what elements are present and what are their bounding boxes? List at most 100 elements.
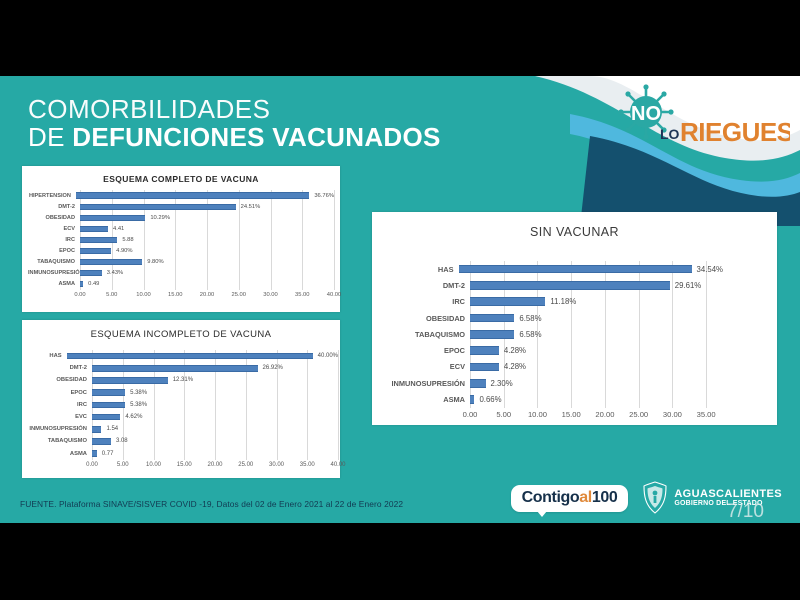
bar[interactable] [92, 413, 121, 421]
title-line-1: COMORBILIDADES [28, 94, 271, 124]
category-label: ASMA [69, 450, 87, 457]
bar-value-label: 36.76% [314, 192, 334, 199]
page-number: 7/10 [727, 501, 764, 522]
axis-tick-label: 40.00 [330, 461, 346, 468]
chart-row: DMT-2 24.51% [28, 201, 340, 212]
bar-value-label: 0.77 [101, 450, 114, 457]
bar[interactable] [80, 203, 236, 210]
bar-value-label: 9.80% [147, 259, 164, 266]
chart-row: DMT-2 29.61% [382, 277, 777, 293]
bar[interactable] [470, 281, 670, 290]
category-label: ECV [449, 362, 465, 372]
bar[interactable] [470, 362, 499, 372]
chart-card-sin-vacunar: SIN VACUNAR HAS 34.54% DMT-2 29.61% IRC 11.18… [372, 212, 777, 425]
chart-row: DMT-2 26.92% [28, 362, 340, 374]
category-label: IRC [77, 401, 87, 408]
logo-word-lo: LO [660, 126, 680, 142]
chart-row: INMUNOSUPRESIÓN 2.30% [382, 375, 777, 391]
bar[interactable] [66, 352, 313, 360]
chart-title: ESQUEMA INCOMPLETO DE VACUNA [90, 329, 272, 340]
category-label: INMUNOSUPRESIÓN [391, 378, 465, 388]
category-label: ASMA [443, 395, 465, 405]
bar-value-label: 0.66% [479, 395, 502, 405]
bar[interactable] [80, 247, 112, 255]
bar-value-label: 11.18% [550, 297, 577, 307]
chart-row: OBESIDAD 12.31% [28, 374, 340, 386]
axis-tick-label: 30.00 [263, 291, 278, 298]
chart-card-esquema-completo: ESQUEMA COMPLETO DE VACUNA HIPERTENSION 3… [22, 166, 341, 312]
chart-row: INMUNOSUPRESIÓN 3.43% [28, 268, 340, 279]
bar[interactable] [92, 389, 126, 396]
bar-value-label: 2.30% [490, 378, 513, 388]
bar[interactable] [80, 225, 108, 232]
axis-tick-label: 10.00 [527, 409, 547, 419]
axis-tick-label: 35.00 [696, 409, 716, 419]
x-axis-ticks: 0.00 5.00 10.00 15.00 20.00 25.00 30.00 35.00 40… [74, 290, 341, 304]
bar-value-label: 5.88 [122, 236, 134, 243]
bar-value-label: 3.08 [115, 438, 128, 445]
bar-value-label: 12.31% [172, 377, 194, 384]
bar-value-label: 10.29% [150, 214, 170, 221]
virus-icon [618, 84, 674, 140]
contigo-word-3: 100 [591, 488, 618, 506]
chart-row: ASMA 0.77 [28, 448, 340, 460]
axis-tick-label: 10.00 [145, 461, 162, 468]
bar[interactable] [470, 313, 515, 323]
axis-tick-label: 25.00 [629, 409, 649, 419]
axis-tick-label: 30.00 [268, 461, 285, 468]
axis-tick-label: 35.00 [299, 461, 315, 468]
bar[interactable] [470, 378, 486, 388]
bar[interactable] [80, 259, 143, 266]
bar[interactable] [458, 264, 692, 274]
category-label: TABAQUISMO [415, 329, 465, 339]
bar[interactable] [80, 236, 118, 244]
category-label: EPOC [59, 248, 75, 255]
bar[interactable] [470, 346, 499, 355]
category-label: TABAQUISMO [37, 259, 75, 266]
bar[interactable] [92, 377, 168, 384]
bar[interactable] [80, 270, 102, 277]
bar[interactable] [470, 297, 546, 307]
axis-tick-label: 25.00 [238, 461, 254, 468]
title-prefix: DE [28, 122, 73, 153]
bar[interactable] [92, 425, 102, 433]
category-label: TABAQUISMO [47, 438, 87, 445]
axis-tick-label: 20.00 [207, 461, 223, 468]
bar[interactable] [92, 450, 97, 457]
axis-tick-label: 5.00 [496, 409, 512, 419]
bar-value-label: 6.58% [519, 313, 542, 323]
bar[interactable] [92, 438, 111, 445]
category-label: INMUNOSUPRESIÓN [28, 270, 84, 277]
category-label: EVC [75, 414, 87, 421]
bar[interactable] [80, 281, 84, 288]
logo-word-no: NO [631, 103, 661, 125]
bar[interactable] [80, 214, 146, 221]
bar-value-label: 5.38% [130, 401, 148, 408]
chart-row: IRC 5.38% [28, 399, 340, 411]
x-axis-ticks: 0.00 5.00 10.00 15.00 20.00 25.00 30.00 35.00 40… [86, 460, 345, 476]
bar[interactable] [92, 364, 258, 372]
bar-value-label: 5.38% [130, 389, 148, 396]
bar-value-label: 4.28% [503, 346, 526, 356]
campaign-logo: NO LO RIEGUES [600, 84, 790, 150]
bar[interactable] [470, 395, 475, 404]
chart-row: HAS 34.54% [382, 261, 777, 277]
chart-row: TABAQUISMO 9.80% [28, 257, 340, 268]
bar[interactable] [92, 401, 126, 409]
chart-card-esquema-incompleto: ESQUEMA INCOMPLETO DE VACUNA HAS 40.00% DM… [22, 320, 346, 478]
logo-word-riegues: RIEGUES [680, 117, 790, 147]
category-label: ASMA [58, 281, 75, 288]
chart-row: IRC 5.88 [28, 234, 340, 245]
chart-plot-area: HAS 34.54% DMT-2 29.61% IRC 11.18% OBESIDAD 6.5… [372, 261, 777, 428]
bar-value-label: 4.41 [113, 225, 125, 232]
bar-value-label: 3.43% [106, 270, 124, 277]
bar[interactable] [470, 330, 515, 339]
chart-row: HAS 40.00% [28, 350, 340, 362]
category-label: HAS [49, 353, 62, 360]
bar[interactable] [75, 192, 310, 199]
axis-tick-label: 0.00 [462, 409, 478, 419]
chart-bars: HAS 34.54% DMT-2 29.61% IRC 11.18% OBESIDAD 6.5… [382, 261, 777, 408]
category-label: OBESIDAD [425, 313, 465, 323]
bar-value-label: 4.62% [125, 414, 143, 421]
